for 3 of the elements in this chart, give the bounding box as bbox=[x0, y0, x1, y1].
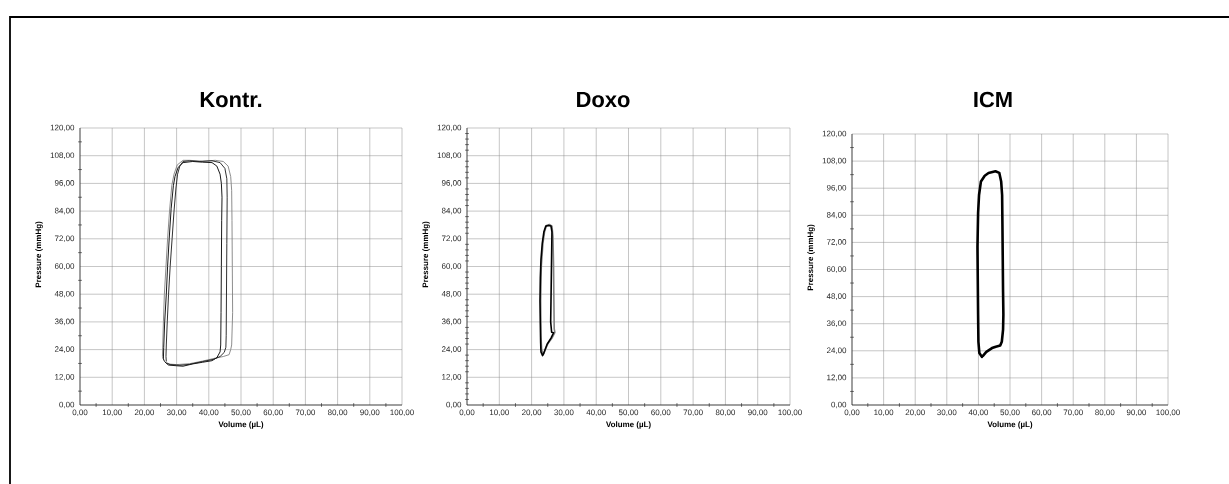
chart-title: Doxo bbox=[577, 91, 630, 108]
chart-title: ICM bbox=[974, 91, 1012, 108]
chart-title: Kontr. bbox=[200, 91, 262, 108]
